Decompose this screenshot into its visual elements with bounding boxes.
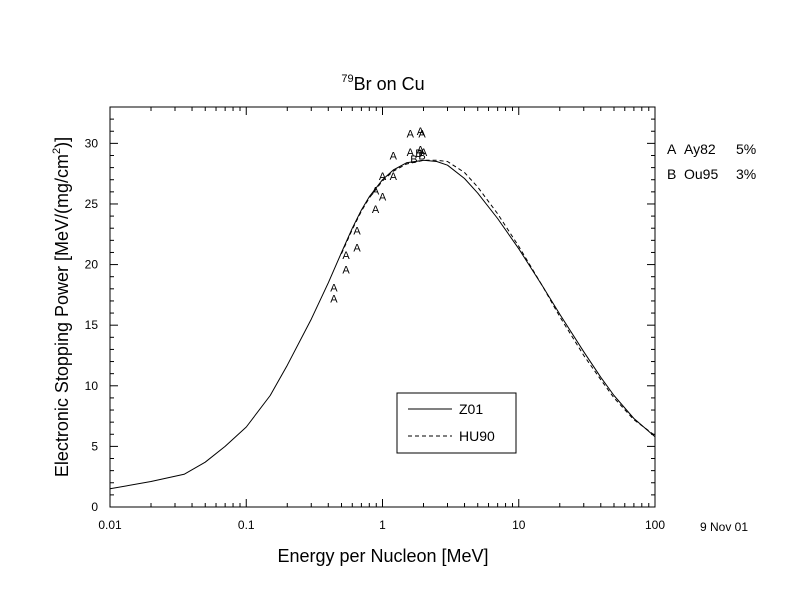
x-tick-label: 0.1: [238, 518, 255, 532]
data-point-a: A: [407, 147, 415, 159]
data-point-b: B: [418, 150, 425, 162]
y-tick-label: 20: [85, 258, 99, 272]
y-axis-label-sup: 2: [51, 148, 63, 154]
y-tick-label: 15: [85, 318, 99, 332]
y-tick-label: 10: [85, 379, 99, 393]
chart-title-sup: 79: [341, 73, 353, 85]
data-key-a-marker: A: [667, 141, 677, 157]
y-tick-label: 5: [91, 439, 98, 453]
chart-title: 79Br on Cu: [341, 73, 424, 94]
data-key-a-ref: Ay82: [684, 141, 716, 157]
data-point-a: A: [330, 294, 338, 306]
y-tick-label: 0: [91, 500, 98, 514]
series-lines: [109, 159, 656, 490]
legend: Z01 HU90: [396, 392, 517, 454]
data-point-a: A: [418, 129, 426, 141]
data-point-b: B: [410, 154, 417, 166]
data-key-b-ref: Ou95: [684, 166, 718, 182]
data-key-b-marker: B: [667, 166, 676, 182]
x-tick-label: 1: [379, 518, 386, 532]
data-point-a: A: [417, 126, 425, 138]
plot-frame: [109, 106, 656, 508]
data-point-b: B: [415, 148, 422, 160]
data-point-a: A: [390, 171, 398, 183]
date-stamp: 9 Nov 01: [700, 520, 748, 534]
data-point-a: A: [372, 186, 380, 198]
data-key: A Ay82 5% B Ou95 3%: [667, 141, 756, 182]
data-point-a: A: [342, 264, 350, 276]
x-tick-label: 0.01: [98, 518, 122, 532]
data-point-a: A: [420, 147, 428, 159]
y-axis-label: Electronic Stopping Power [MeV/(mg/cm2)]: [51, 137, 72, 477]
y-axis-label-end: )]: [52, 137, 72, 148]
data-point-a: A: [372, 204, 380, 216]
data-point-a: A: [379, 192, 387, 204]
data-point-a: A: [330, 283, 338, 295]
data-point-a: A: [353, 226, 361, 238]
series-line-z01: [109, 159, 656, 490]
data-key-b-unc: 3%: [736, 166, 756, 182]
axis-ticks: 0.01 0.1 1 10 100 0 5 10 15 20 25 30: [85, 106, 665, 532]
legend-box: [396, 392, 517, 454]
data-point-a: A: [342, 250, 350, 262]
y-tick-label: 25: [85, 197, 99, 211]
chart-title-main: Br on Cu: [354, 74, 425, 94]
x-tick-label: 100: [645, 518, 665, 532]
data-point-a: A: [379, 171, 387, 183]
legend-label-z01: Z01: [459, 401, 483, 417]
x-tick-label: 10: [512, 518, 526, 532]
data-point-a: A: [407, 129, 415, 141]
legend-label-hu90: HU90: [459, 428, 495, 444]
data-point-a: A: [390, 150, 398, 162]
series-line-hu90: [341, 159, 656, 436]
data-point-a: A: [417, 144, 425, 156]
data-point-a: A: [353, 243, 361, 255]
y-tick-label: 30: [85, 136, 99, 150]
y-axis-label-main: Electronic Stopping Power [MeV/(mg/cm: [52, 154, 72, 477]
x-axis-label: Energy per Nucleon [MeV]: [277, 546, 488, 566]
data-key-a-unc: 5%: [736, 141, 756, 157]
